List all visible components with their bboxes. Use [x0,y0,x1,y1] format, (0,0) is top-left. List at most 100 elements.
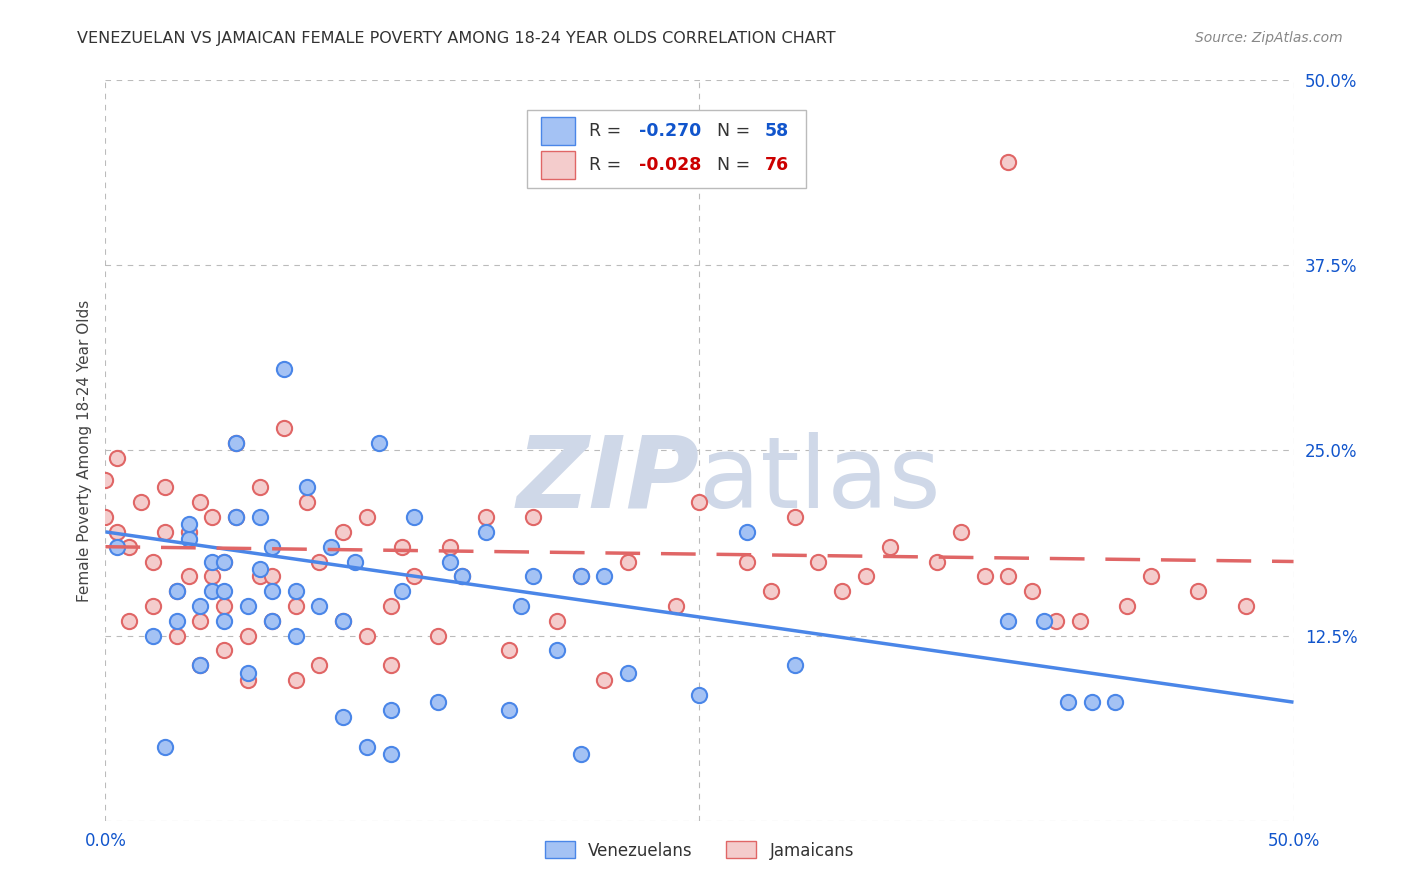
Point [356,510,378,524]
Point [225,510,247,524]
Point [380,658,402,673]
Text: Source: ZipAtlas.com: Source: ZipAtlas.com [1195,31,1343,45]
Point [997,569,1019,583]
Point [153,524,176,539]
Point [689,495,711,509]
Text: N =: N = [717,156,756,174]
Point [273,421,295,435]
Point [450,569,472,583]
Point [546,614,568,628]
Point [1187,584,1209,599]
Point [284,599,307,613]
Point [474,510,496,524]
Point [225,436,247,450]
Point [260,614,283,628]
Point [1080,695,1102,709]
Point [831,584,853,599]
Point [391,584,413,599]
Point [665,599,688,613]
Point [439,540,461,554]
Point [807,555,830,569]
Point [391,540,413,554]
Point [1056,695,1078,709]
Point [214,599,236,613]
Point [735,524,758,539]
Point [522,569,544,583]
Point [214,584,236,599]
Point [236,665,259,680]
Point [260,569,283,583]
Bar [541,117,575,145]
Point [498,703,520,717]
Legend: Venezuelans, Jamaicans: Venezuelans, Jamaicans [537,833,862,868]
Point [427,695,450,709]
Point [783,510,806,524]
Text: R =: R = [589,121,627,140]
Point [153,739,176,754]
Point [617,665,640,680]
Point [1021,584,1043,599]
Point [997,614,1019,628]
Point [201,569,224,583]
Point [735,555,758,569]
Point [249,510,271,524]
Point [522,510,544,524]
Text: 58: 58 [765,121,789,140]
Point [380,599,402,613]
Point [474,524,496,539]
Point [510,599,533,613]
Point [201,584,224,599]
Point [439,555,461,569]
Text: N =: N = [717,121,756,140]
Point [225,510,247,524]
Point [177,569,200,583]
Point [142,628,165,642]
Point [297,495,319,509]
Point [308,658,330,673]
Point [498,643,520,657]
Point [404,510,426,524]
Point [997,154,1019,169]
Point [177,533,200,547]
Point [569,569,592,583]
Point [284,628,307,642]
Point [166,628,188,642]
Point [236,673,259,687]
Point [1234,599,1257,613]
Point [260,584,283,599]
Point [94,510,117,524]
Point [783,658,806,673]
Point [214,555,236,569]
Point [308,555,330,569]
Point [1069,614,1091,628]
Point [260,540,283,554]
Bar [541,151,575,178]
Text: 76: 76 [765,156,789,174]
Text: VENEZUELAN VS JAMAICAN FEMALE POVERTY AMONG 18-24 YEAR OLDS CORRELATION CHART: VENEZUELAN VS JAMAICAN FEMALE POVERTY AM… [77,31,837,46]
Point [593,569,616,583]
Point [367,436,389,450]
Point [190,599,212,613]
Point [1033,614,1056,628]
Y-axis label: Female Poverty Among 18-24 Year Olds: Female Poverty Among 18-24 Year Olds [76,300,91,601]
Point [427,628,450,642]
Point [879,540,901,554]
Point [949,524,972,539]
Text: R =: R = [589,156,627,174]
Point [380,703,402,717]
Point [236,599,259,613]
Point [1116,599,1139,613]
Point [118,614,141,628]
Point [356,628,378,642]
FancyBboxPatch shape [527,110,807,187]
Point [297,480,319,494]
Point [166,584,188,599]
Point [759,584,782,599]
Point [689,688,711,702]
Point [855,569,877,583]
Point [249,562,271,576]
Point [214,614,236,628]
Point [94,473,117,487]
Point [177,524,200,539]
Point [973,569,995,583]
